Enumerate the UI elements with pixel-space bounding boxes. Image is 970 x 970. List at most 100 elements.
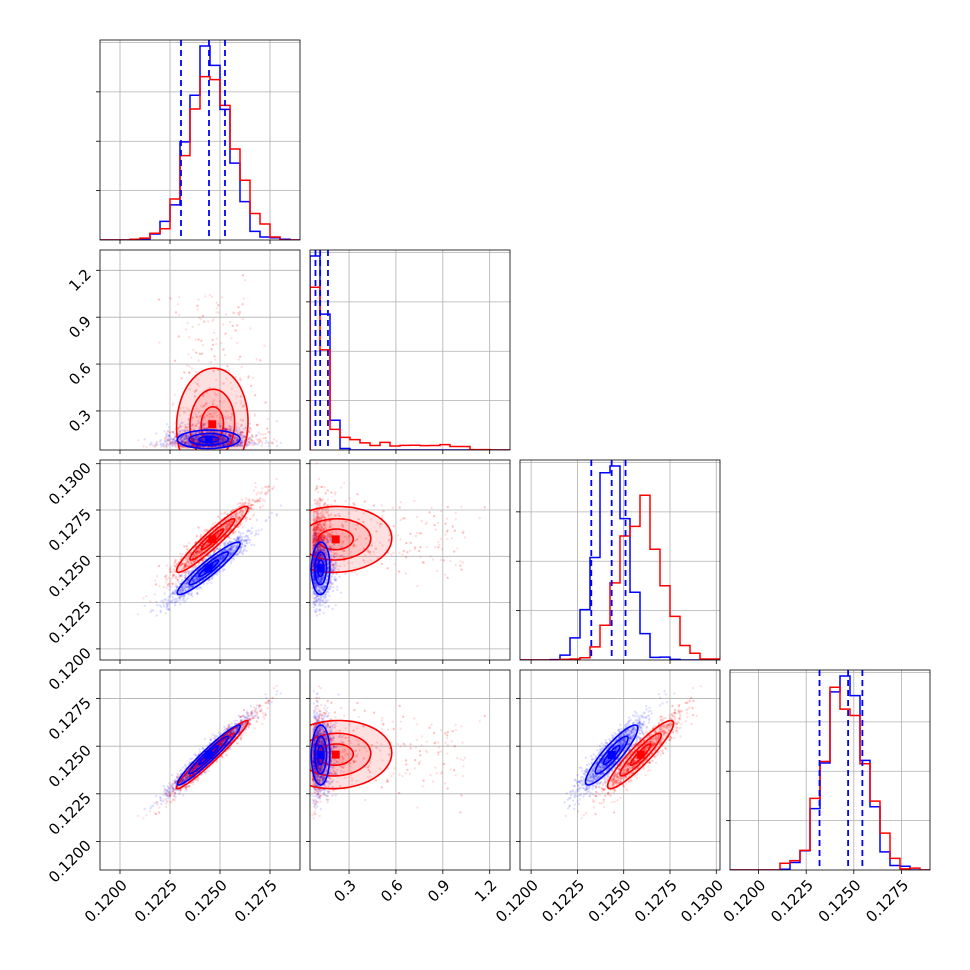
scatter-point: [224, 443, 227, 447]
scatter-point: [193, 438, 196, 441]
scatter-point: [201, 438, 204, 441]
scatter-point: [227, 440, 231, 444]
scatter-point: [178, 437, 181, 441]
scatter-point: [215, 342, 218, 346]
scatter-point: [241, 502, 244, 505]
scatter-point: [195, 351, 198, 354]
scatter-point: [165, 423, 169, 426]
scatter-point: [227, 433, 231, 436]
scatter-point: [231, 324, 234, 328]
scatter-point: [174, 311, 178, 314]
scatter-point: [186, 364, 189, 367]
scatter-point: [183, 441, 186, 444]
scatter-point: [255, 433, 259, 437]
scatter-point: [168, 582, 171, 585]
panel-frame: [99, 39, 301, 241]
scatter-point: [219, 438, 222, 441]
scatter-point: [234, 329, 237, 332]
scatter-point: [197, 338, 200, 341]
scatter-point: [228, 432, 231, 436]
scatter-point: [195, 407, 198, 410]
scatter-point: [252, 376, 255, 379]
scatter-point: [205, 582, 209, 585]
scatter-point: [227, 441, 230, 444]
scatter-point: [228, 320, 232, 324]
scatter-point: [177, 335, 180, 338]
scatter-point: [266, 427, 269, 430]
scatter-point: [169, 442, 172, 445]
scatter-point: [228, 434, 231, 438]
scatter-point: [204, 422, 207, 425]
scatter-point: [174, 559, 177, 563]
scatter-point: [241, 433, 244, 437]
scatter-point: [183, 442, 187, 445]
scatter-point: [199, 317, 203, 321]
scatter-point: [227, 424, 230, 427]
scatter-point: [149, 610, 152, 613]
scatter-point: [170, 577, 174, 580]
scatter-point: [229, 429, 232, 432]
scatter-point: [196, 440, 200, 443]
scatter-point: [241, 431, 244, 434]
scatter-point: [180, 439, 184, 443]
scatter-point: [203, 423, 207, 427]
scatter-point: [236, 444, 239, 448]
scatter-point: [180, 377, 183, 380]
scatter-point: [271, 442, 274, 445]
scatter-point: [185, 426, 188, 429]
scatter-point: [270, 511, 273, 515]
scatter-point: [235, 438, 239, 442]
scatter-point: [222, 439, 225, 442]
scatter-point: [173, 441, 177, 444]
scatter-point: [191, 436, 195, 440]
scatter-point: [224, 428, 228, 432]
scatter-point: [217, 444, 220, 448]
panel-1-1: [306, 249, 511, 454]
scatter-point: [192, 438, 195, 441]
scatter-point: [238, 444, 242, 448]
scatter-point: [173, 359, 177, 362]
scatter-point: [169, 568, 172, 571]
scatter-point: [267, 441, 270, 445]
scatter-point: [224, 437, 227, 441]
scatter-point: [208, 386, 211, 390]
scatter-point: [259, 359, 262, 362]
scatter-point: [235, 395, 238, 398]
scatter-point: [198, 316, 201, 320]
scatter-point: [202, 393, 206, 396]
scatter-point: [229, 434, 233, 437]
scatter-point: [222, 382, 225, 385]
scatter-point: [191, 424, 194, 427]
scatter-point: [183, 428, 186, 431]
scatter-point: [257, 423, 260, 426]
scatter-point: [228, 437, 232, 441]
scatter-point: [264, 485, 267, 489]
scatter-point: [240, 366, 243, 369]
scatter-point: [194, 424, 197, 427]
scatter-point: [174, 435, 177, 438]
scatter-point: [241, 436, 244, 440]
scatter-point: [211, 415, 214, 418]
scatter-point: [267, 444, 271, 448]
scatter-point: [221, 436, 225, 439]
scatter-point: [200, 438, 204, 441]
scatter-point: [214, 394, 218, 397]
scatter-point: [184, 429, 187, 433]
scatter-point: [165, 564, 168, 567]
scatter-point: [229, 416, 232, 419]
scatter-point: [200, 434, 203, 437]
scatter-point: [259, 497, 262, 500]
scatter-point: [267, 489, 270, 492]
scatter-point: [223, 431, 227, 435]
scatter-point: [220, 438, 224, 441]
scatter-point: [231, 440, 235, 444]
scatter-point: [245, 541, 248, 545]
scatter-point: [197, 431, 200, 434]
scatter-point: [238, 444, 242, 448]
scatter-point: [174, 311, 178, 314]
scatter-point: [255, 518, 259, 522]
scatter-point: [258, 437, 261, 440]
scatter-point: [208, 412, 211, 416]
scatter-point: [198, 441, 201, 445]
scatter-point: [230, 387, 234, 391]
